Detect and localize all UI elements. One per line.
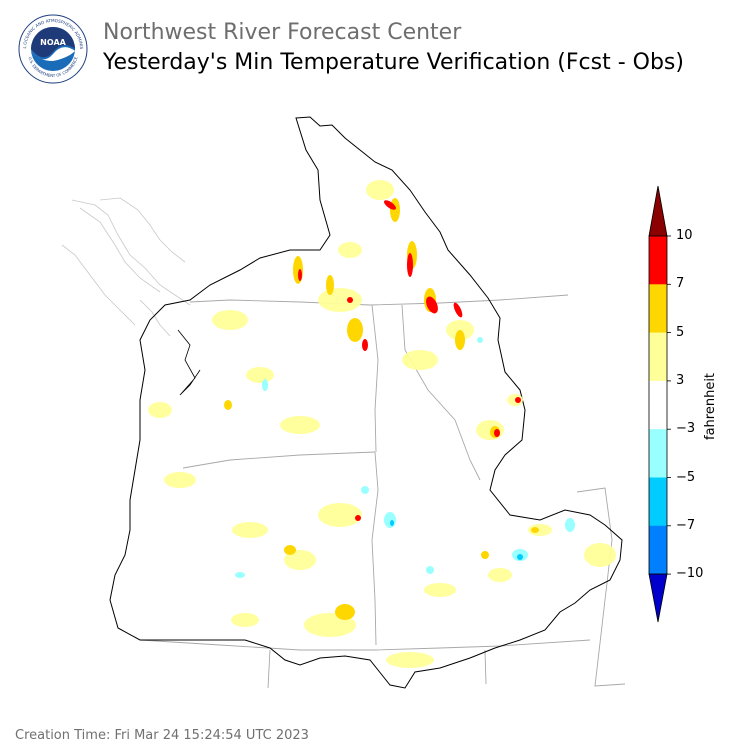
colorbar-bin xyxy=(649,332,667,382)
colorbar-bin-top-extend xyxy=(648,185,668,237)
colorbar-tick-label: 7 xyxy=(676,276,685,292)
page-title: Yesterday's Min Temperature Verification… xyxy=(103,50,684,75)
basin-outline xyxy=(109,116,623,689)
colorbar-bin xyxy=(649,284,667,333)
org-title: Northwest River Forecast Center xyxy=(103,20,462,45)
colorbar-bin xyxy=(649,429,667,478)
colorbar-tick-label: −7 xyxy=(676,517,696,533)
colorbar-tick-label: −3 xyxy=(676,421,696,437)
colorbar-bin xyxy=(649,525,667,575)
colorbar-bins xyxy=(648,185,671,623)
colorbar-bin xyxy=(649,477,667,527)
coastline-context xyxy=(61,197,191,337)
colorbar-unit: fahrenheit xyxy=(703,372,718,440)
logo-text: NOAA xyxy=(40,38,66,47)
error-neg-5-to-neg-7 xyxy=(390,520,523,560)
error-field xyxy=(148,180,616,668)
colorbar-bin-bottom-extend xyxy=(648,573,668,623)
colorbar-tick-label: 3 xyxy=(676,372,685,388)
colorbar-bin xyxy=(649,380,667,430)
error-7-to-10 xyxy=(298,200,521,521)
colorbar-tick-label: 5 xyxy=(676,324,685,340)
colorbar-tick-label: 10 xyxy=(676,228,693,243)
colorbar-bin xyxy=(649,236,667,285)
creation-time: Creation Time: Fri Mar 24 15:24:54 UTC 2… xyxy=(15,728,309,743)
noaa-logo: NATIONAL OCEANIC AND ATMOSPHERIC ADMINIS… xyxy=(18,14,88,84)
error-3-to-5 xyxy=(148,180,616,668)
colorbar-tick-label: −10 xyxy=(676,566,704,582)
colorbar-tick-label: −5 xyxy=(676,469,696,485)
